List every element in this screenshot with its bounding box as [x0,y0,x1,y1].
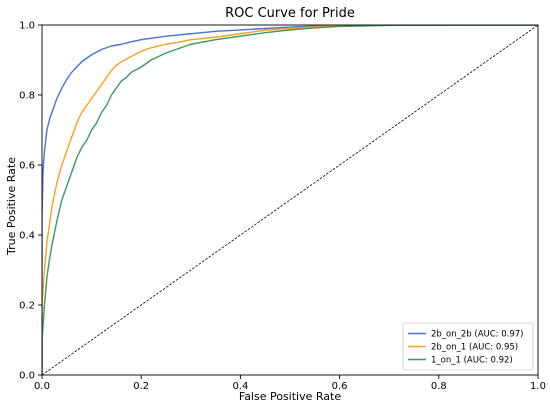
y-tick-label: 0.8 [19,91,35,102]
y-axis-label: True Positive Rate [5,157,18,256]
plot-area [41,24,539,376]
x-tick-label: 0.2 [133,381,149,392]
y-tick-label: 0.0 [19,371,35,382]
x-axis-ticks: 0.0 0.2 0.4 0.6 0.8 1.0 [34,375,546,392]
x-tick-label: 1.0 [530,381,546,392]
legend-label-2: 1_on_1 (AUC: 0.92) [431,356,513,366]
chance-diagonal-line [42,25,538,375]
y-tick-label: 0.2 [19,301,35,312]
series-line-2 [42,25,538,375]
plot-frame [41,24,539,376]
y-tick-label: 1.0 [19,21,35,32]
legend-label-0: 2b_on_2b (AUC: 0.97) [431,330,524,340]
series-line-1 [42,25,415,375]
x-tick-label: 0.6 [332,381,348,392]
chart-title: ROC Curve for Pride [225,6,355,21]
y-axis-ticks: 0.0 0.2 0.4 0.6 0.8 1.0 [19,21,42,382]
y-tick-label: 0.4 [19,231,35,242]
legend-box [402,322,534,371]
x-axis-label: False Positive Rate [239,390,341,403]
y-tick-label: 0.6 [19,161,35,172]
legend-label-1: 2b_on_1 (AUC: 0.95) [431,343,518,353]
x-tick-label: 0.0 [34,381,50,392]
x-tick-label: 0.8 [431,381,447,392]
x-tick-label: 0.4 [232,381,248,392]
series-line-0 [42,25,538,375]
legend: 2b_on_2b (AUC: 0.97) 2b_on_1 (AUC: 0.95) 1… [402,322,534,371]
